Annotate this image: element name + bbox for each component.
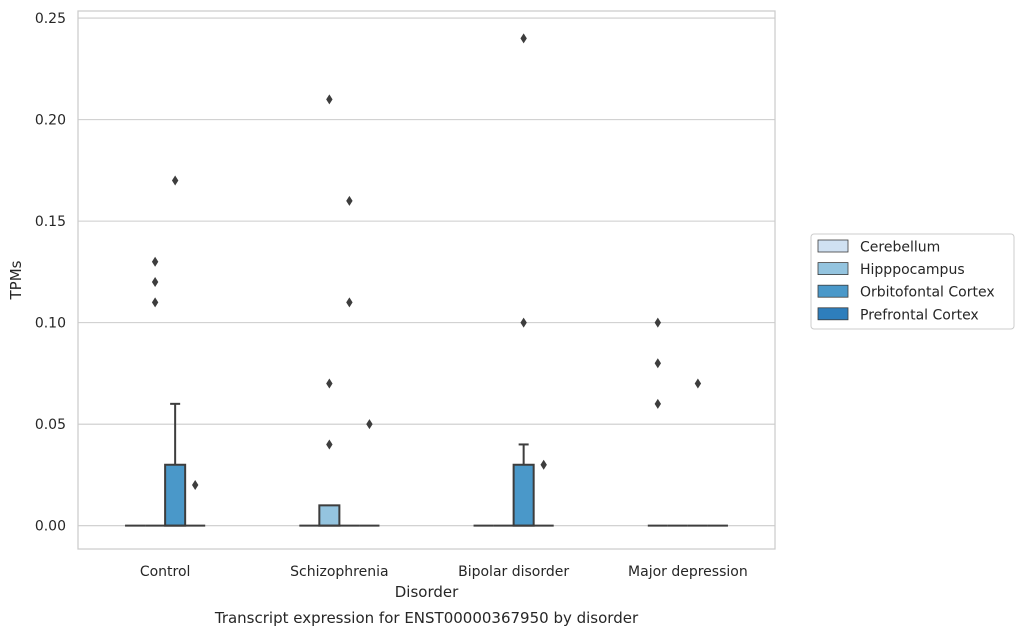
legend-swatch [817, 262, 849, 276]
legend-swatch [817, 239, 849, 253]
outlier-point [191, 480, 199, 491]
box-group [533, 459, 554, 527]
box-body [318, 504, 341, 527]
legend-swatch [817, 284, 849, 298]
box-group [145, 256, 166, 527]
legend-label: Orbitofontal Cortex [860, 285, 995, 301]
box-group [318, 94, 341, 527]
box-group [359, 419, 380, 527]
y-axis-label: TPMs [7, 260, 25, 300]
legend-frame [810, 233, 1015, 330]
y-tick-label: 0.15 [35, 214, 66, 230]
x-axis-ticks: Control Schizophrenia Bipolar disorder Majo… [140, 564, 748, 580]
outlier-point [151, 277, 159, 288]
legend-label: Prefrontal Cortex [860, 307, 979, 323]
x-tick-label: Bipolar disorder [458, 564, 569, 580]
outlier-point [326, 439, 333, 450]
legend-label: Hipppocampus [860, 262, 965, 278]
y-axis-ticks: 0.00 0.05 0.10 0.15 0.20 0.25 [35, 11, 66, 535]
outlier-point [694, 378, 702, 389]
box-group [512, 33, 535, 527]
x-axis-label: Disorder [395, 583, 459, 601]
outlier-point [520, 317, 527, 328]
legend-label: Cerebellum [860, 240, 940, 256]
y-tick-label: 0.00 [35, 519, 66, 535]
box-layer [125, 33, 728, 527]
chart-caption: Transcript expression for ENST0000036795… [214, 609, 639, 627]
outlier-point [151, 297, 159, 308]
y-tick-label: 0.05 [35, 417, 66, 433]
y-tick-label: 0.10 [35, 316, 66, 332]
outlier-point [654, 398, 662, 409]
x-tick-label: Schizophrenia [290, 564, 388, 580]
box-group [647, 317, 668, 527]
outlier-point [326, 94, 333, 105]
outlier-point [151, 256, 159, 267]
box-body [164, 463, 187, 527]
outlier-point [654, 317, 662, 328]
box-group [339, 195, 360, 527]
x-tick-label: Major depression [628, 564, 748, 580]
y-tick-label: 0.25 [35, 11, 66, 27]
outlier-point [326, 378, 333, 389]
outlier-point [540, 459, 547, 470]
box-group [687, 378, 708, 527]
legend-swatch [817, 307, 849, 321]
plot-area-frame [77, 10, 776, 550]
y-tick-label: 0.20 [35, 113, 66, 129]
outlier-point [654, 358, 662, 369]
outlier-point [346, 195, 353, 206]
legend: Cerebellum Hipppocampus Orbitofontal Corte… [810, 233, 1015, 330]
outlier-point [520, 33, 527, 44]
outlier-point [366, 419, 373, 430]
box-group [164, 175, 187, 527]
box-body [512, 463, 535, 527]
grid-layer [78, 17, 775, 527]
outlier-point [346, 297, 353, 308]
box-group [185, 480, 206, 527]
x-tick-label: Control [140, 564, 191, 580]
outlier-point [171, 175, 179, 186]
